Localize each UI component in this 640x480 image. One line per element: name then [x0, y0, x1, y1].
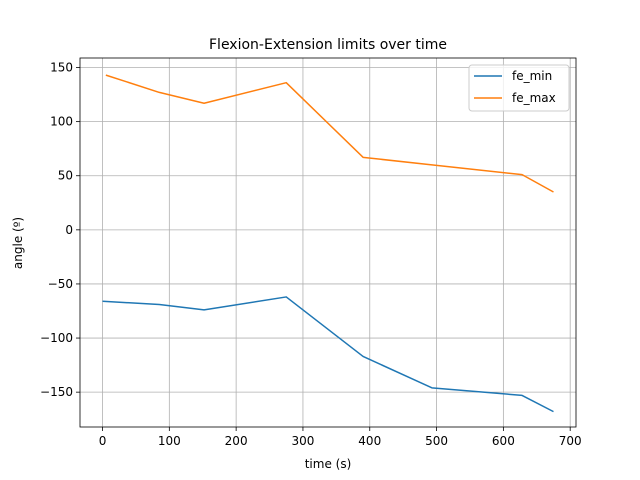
- grid-layer: [80, 58, 576, 427]
- series-line-fe_max: [105, 74, 554, 193]
- chart-title: Flexion-Extension limits over time: [209, 37, 447, 53]
- legend-label-fe_max: fe_max: [512, 91, 556, 105]
- y-axis-label: angle (º): [11, 217, 25, 269]
- series-line-fe_min: [102, 296, 554, 413]
- y-tick-label: 0: [65, 223, 73, 237]
- x-tick-label: 100: [158, 434, 181, 448]
- y-tick-label: −50: [48, 277, 73, 291]
- x-tick-label: 200: [225, 434, 248, 448]
- y-tick-label: 50: [58, 169, 73, 183]
- y-tick-label: 100: [50, 115, 73, 129]
- x-tick-label: 400: [358, 434, 381, 448]
- y-tick-label: −150: [40, 385, 73, 399]
- plot-frame: [79, 57, 577, 428]
- legend-label-fe_min: fe_min: [512, 69, 552, 83]
- x-tick-label: 300: [291, 434, 314, 448]
- tick-layer: 0 100 200 300 400 500 600 700 −150 −100 −50 0 50 100 1…: [40, 61, 582, 448]
- y-tick-label: 150: [50, 61, 73, 75]
- x-tick-label: 700: [559, 434, 582, 448]
- x-axis-label: time (s): [305, 457, 352, 471]
- series-layer: [102, 74, 554, 413]
- x-tick-label: 0: [99, 434, 107, 448]
- x-tick-label: 600: [492, 434, 515, 448]
- legend: fe_min fe_max: [468, 64, 570, 112]
- x-tick-label: 500: [425, 434, 448, 448]
- y-tick-label: −100: [40, 331, 73, 345]
